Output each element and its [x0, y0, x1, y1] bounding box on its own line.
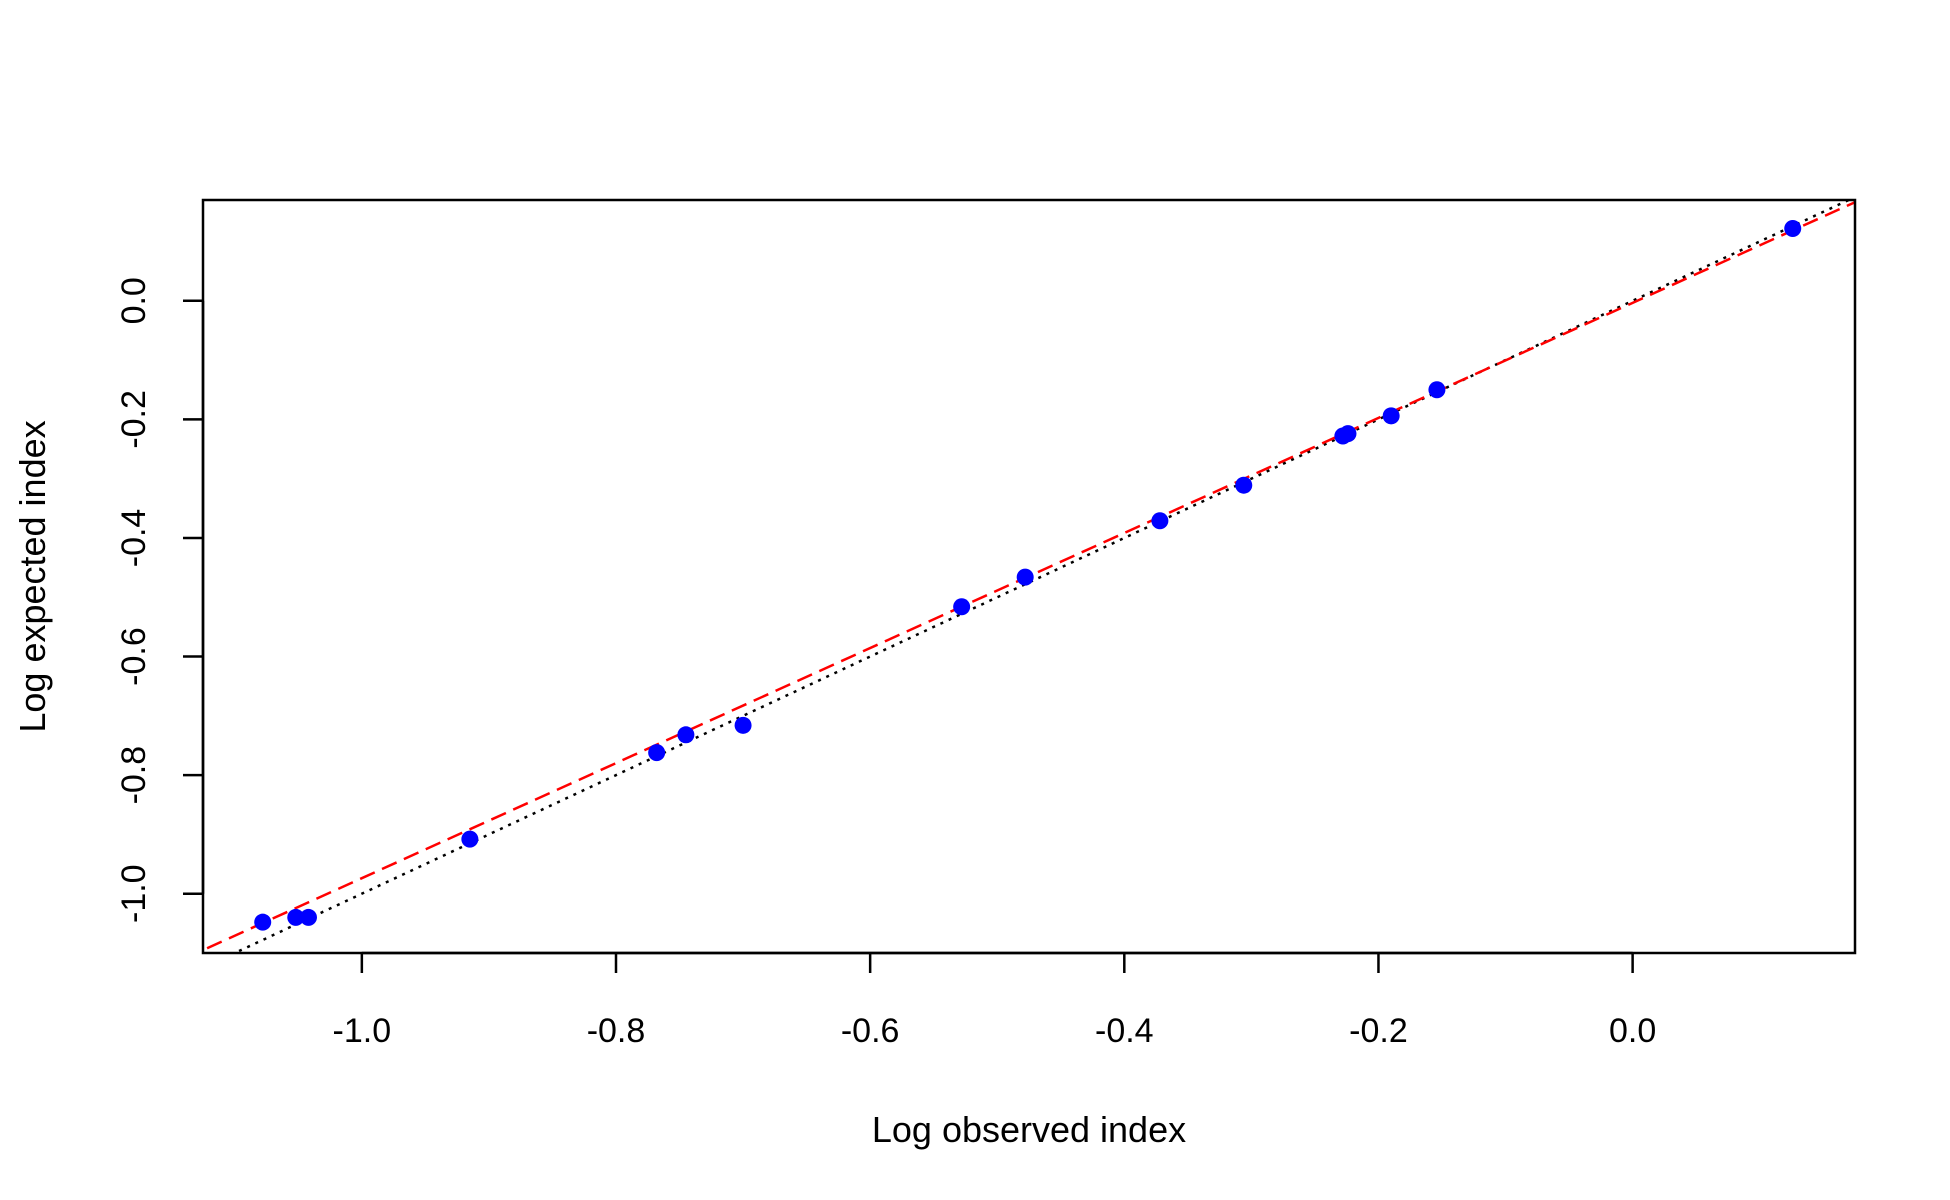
y-axis-label: Log expected index	[12, 420, 53, 732]
y-tick-label: -0.6	[115, 627, 153, 686]
data-point	[1235, 476, 1253, 494]
x-axis: -1.0 -0.8 -0.6 -0.4 -0.2 0.0	[333, 951, 1656, 1050]
data-point	[1428, 381, 1446, 399]
data-point	[648, 744, 666, 762]
y-tick-label: -0.2	[115, 390, 153, 449]
x-axis-label: Log observed index	[872, 1109, 1186, 1150]
data-point	[1339, 425, 1357, 443]
x-tick-label: -0.8	[587, 1012, 646, 1050]
data-point	[1016, 568, 1034, 586]
x-tick-label: -0.4	[1095, 1012, 1154, 1050]
x-tick-label: -1.0	[333, 1012, 392, 1050]
data-points	[254, 219, 1802, 931]
y-tick-label: -0.8	[115, 746, 153, 805]
data-point	[1784, 219, 1802, 237]
data-point	[953, 598, 971, 616]
data-point	[677, 726, 695, 744]
data-point	[1151, 512, 1169, 530]
data-point	[299, 908, 317, 926]
data-point	[1382, 407, 1400, 425]
data-point	[734, 716, 752, 734]
x-tick-label: -0.2	[1349, 1012, 1408, 1050]
y-axis: -1.0 -0.8 -0.6 -0.4 -0.2 0.0	[115, 277, 205, 923]
data-point	[461, 830, 479, 848]
y-tick-label: 0.0	[115, 277, 153, 324]
y-tick-label: -1.0	[115, 864, 153, 923]
x-tick-label: 0.0	[1609, 1012, 1656, 1050]
y-tick-label: -0.4	[115, 509, 153, 568]
data-point	[287, 908, 305, 926]
x-tick-label: -0.6	[841, 1012, 900, 1050]
data-point	[254, 913, 272, 931]
